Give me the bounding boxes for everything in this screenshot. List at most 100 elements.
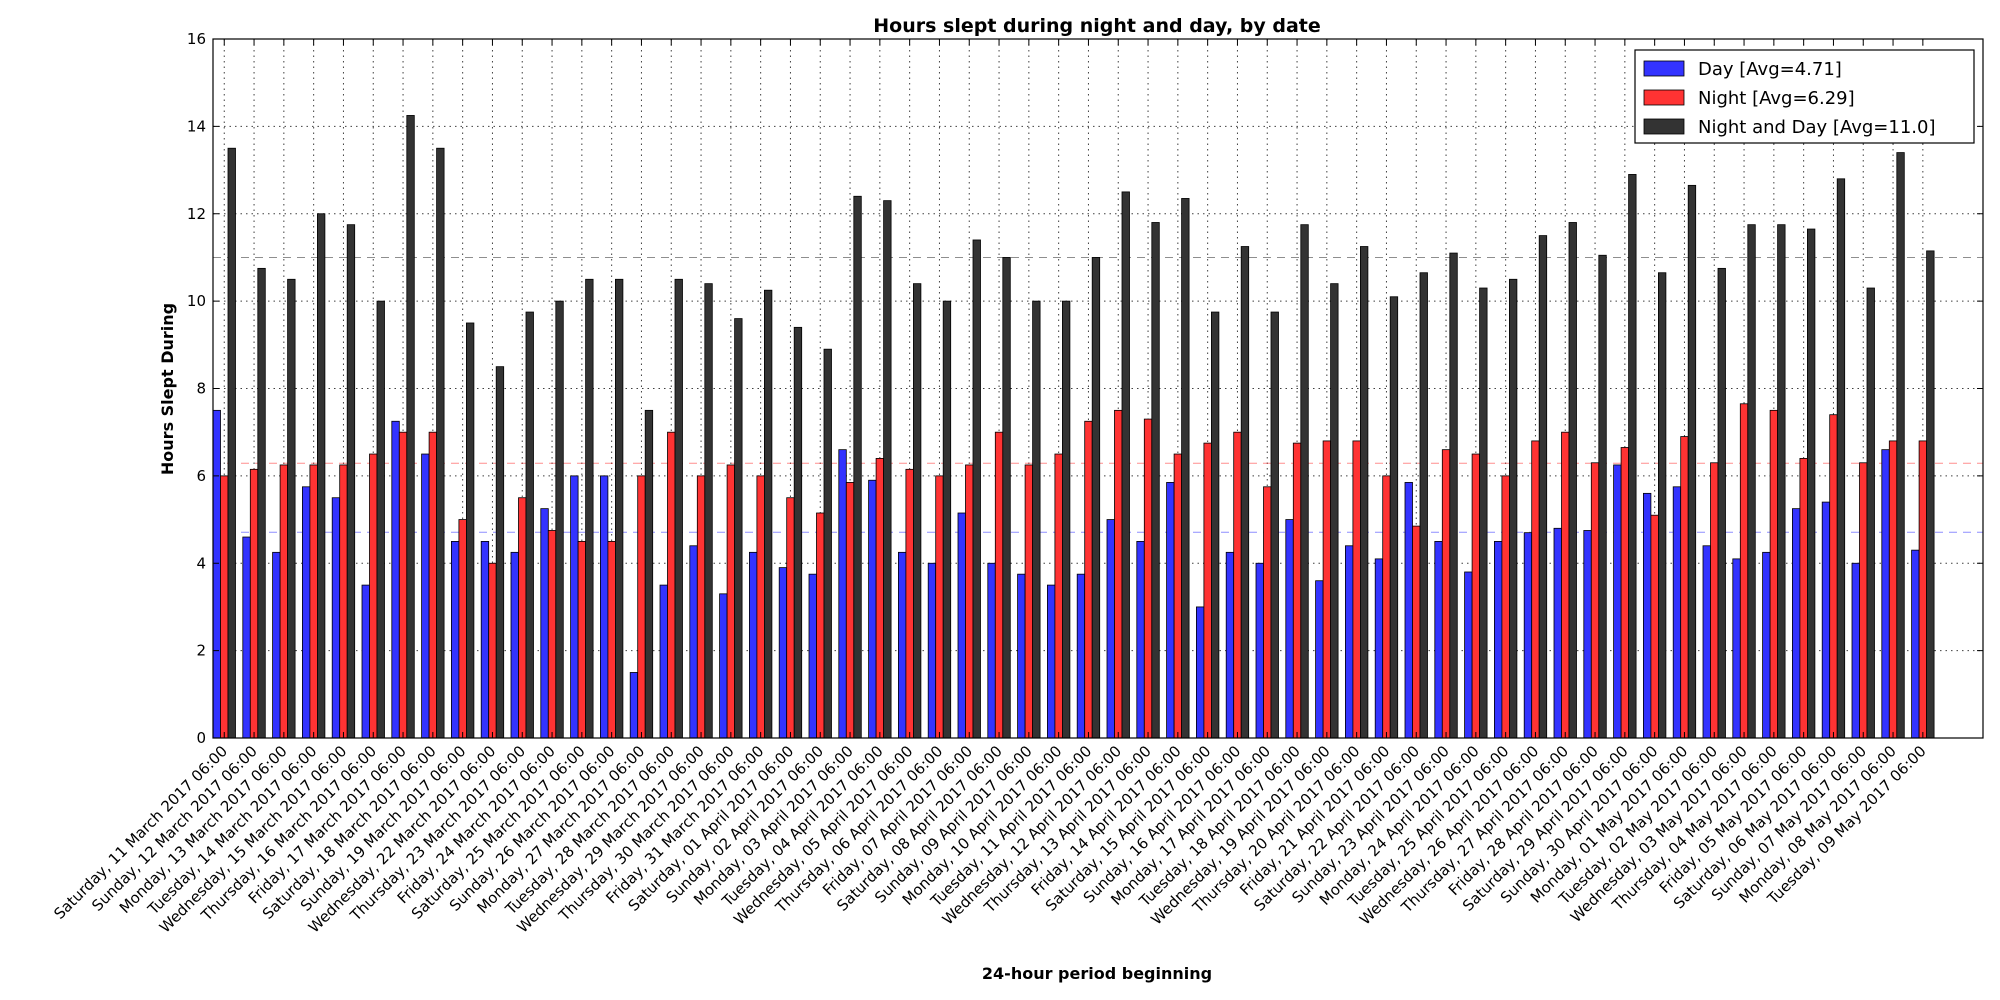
bar [1441, 449, 1451, 739]
bar [1531, 440, 1540, 739]
bar [898, 551, 907, 739]
bar [279, 464, 289, 739]
bar [823, 348, 832, 739]
bar [227, 147, 236, 739]
bar [1620, 447, 1629, 739]
bar [391, 420, 400, 739]
bar [257, 267, 266, 739]
bar [883, 200, 892, 739]
bar [518, 497, 527, 739]
bar [1084, 420, 1093, 739]
y-tick-label: 14 [187, 117, 206, 135]
legend-box [1634, 49, 1975, 144]
bar [1762, 551, 1771, 739]
bar [1628, 174, 1637, 739]
bar [607, 541, 616, 739]
bar [1769, 409, 1778, 739]
bar [1807, 228, 1816, 739]
bar [644, 409, 654, 739]
bar [1739, 403, 1749, 739]
bar [1717, 267, 1726, 739]
bar [1911, 549, 1920, 739]
bar [845, 482, 855, 739]
bar [510, 551, 519, 739]
legend-swatch [1643, 60, 1685, 77]
bar [1568, 222, 1577, 739]
bar [726, 464, 735, 739]
bar [1196, 606, 1205, 739]
bar [1658, 272, 1667, 739]
bar [525, 311, 534, 739]
bar [1561, 431, 1570, 739]
bar [972, 239, 981, 739]
bar [734, 318, 743, 739]
bar [547, 530, 557, 739]
bar [756, 475, 765, 739]
bar [1747, 224, 1756, 739]
bar [1672, 486, 1682, 739]
bar [1680, 436, 1689, 739]
chart-title: Hours slept during night and day, by dat… [873, 15, 1321, 37]
bar [1315, 580, 1324, 739]
bar [1292, 442, 1302, 739]
bar [316, 213, 326, 739]
bar [287, 278, 296, 739]
bar [465, 322, 475, 739]
bar [1106, 519, 1115, 739]
ticks-layer [213, 38, 1983, 739]
bar [808, 573, 817, 739]
bar [1829, 414, 1838, 739]
y-tick-label: 4 [196, 554, 206, 572]
y-tick-label: 16 [187, 30, 206, 48]
bar [1509, 278, 1518, 739]
bar [965, 464, 974, 739]
bar [1449, 252, 1458, 739]
bar [331, 497, 341, 739]
bar [1732, 558, 1741, 739]
bar [346, 224, 356, 739]
bar [1501, 475, 1510, 739]
bar [1464, 571, 1473, 739]
bar [719, 593, 728, 739]
bar [1583, 530, 1592, 739]
bar [577, 541, 586, 739]
bar [1650, 514, 1659, 739]
bar [696, 475, 706, 739]
bar [905, 468, 914, 739]
bar [242, 536, 251, 739]
bar [1114, 409, 1123, 739]
bar [1091, 257, 1101, 739]
bar [339, 464, 348, 739]
bar [793, 326, 803, 739]
bar [212, 409, 221, 739]
bar [1479, 287, 1488, 739]
legend-swatch [1643, 118, 1685, 135]
legend-label: Day [Avg=4.71] [1698, 59, 1842, 80]
bar [1121, 191, 1130, 739]
bar [1173, 453, 1182, 739]
bar [1300, 224, 1309, 739]
y-tick-labels: 0 2 4 6 8 10 12 14 16 [187, 30, 206, 747]
bar [1643, 492, 1652, 739]
bars-layer [212, 115, 1935, 739]
bar [1702, 545, 1711, 739]
bar [1471, 453, 1480, 739]
bar [1434, 541, 1443, 739]
bar [1047, 584, 1056, 739]
bar [1836, 178, 1846, 739]
bar [1926, 250, 1935, 739]
bar [600, 475, 609, 739]
bar [1590, 462, 1600, 739]
bar [1330, 283, 1339, 739]
bar [406, 115, 415, 739]
y-axis-label: Hours Slept During [158, 303, 177, 475]
bar [1799, 457, 1808, 739]
x-axis-label: 24-hour period beginning [982, 964, 1212, 983]
bar [1389, 296, 1399, 739]
bar [1352, 440, 1361, 739]
bar [868, 479, 877, 739]
bar [674, 278, 683, 739]
legend-swatch [1643, 89, 1685, 106]
bar [1151, 222, 1160, 739]
